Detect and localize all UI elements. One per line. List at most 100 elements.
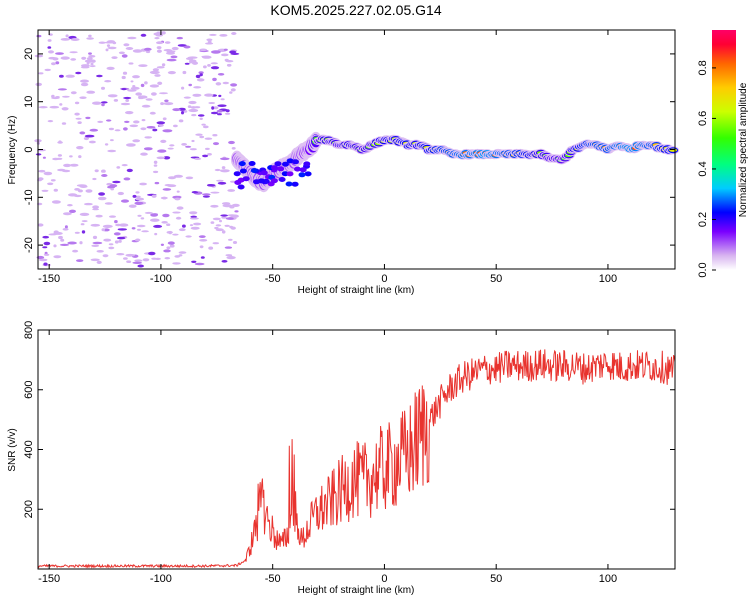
noise-speckle: [217, 113, 222, 116]
noise-speckle: [47, 39, 52, 42]
x-tick-label: -150: [38, 573, 60, 585]
noise-speckle: [47, 120, 54, 123]
noise-speckle: [112, 41, 117, 45]
noise-speckle: [160, 139, 167, 143]
noise-speckle: [141, 230, 150, 233]
noise-speckle: [215, 228, 224, 232]
noise-speckle: [137, 214, 142, 217]
noise-speckle: [68, 193, 78, 197]
noise-speckle: [129, 124, 139, 128]
noise-speckle: [210, 62, 218, 65]
ridge-blob: [239, 168, 247, 174]
noise-speckle: [83, 136, 89, 141]
noise-speckle: [156, 49, 162, 53]
noise-speckle: [216, 109, 223, 113]
noise-speckle: [154, 181, 160, 185]
noise-speckle: [41, 189, 49, 192]
snr-y-label: SNR (v/v): [7, 428, 18, 471]
noise-speckle: [231, 203, 240, 207]
ridge-blob: [282, 161, 289, 167]
noise-speckle: [186, 57, 194, 60]
noise-speckle: [220, 157, 230, 161]
noise-speckle: [34, 54, 44, 58]
ridge-blob: [291, 181, 299, 187]
y-tick-label: 400: [23, 440, 35, 458]
noise-speckle: [156, 31, 162, 34]
colorbar-gradient: [712, 30, 736, 270]
noise-speckle: [70, 38, 80, 41]
noise-speckle: [220, 214, 229, 217]
noise-speckle: [135, 238, 141, 242]
noise-speckle: [42, 156, 46, 159]
noise-speckle: [169, 244, 175, 248]
noise-speckle: [199, 245, 204, 249]
noise-speckle: [35, 153, 42, 156]
noise-speckle: [212, 242, 220, 245]
noise-speckle: [157, 149, 167, 153]
noise-speckle: [215, 224, 222, 227]
noise-speckle: [116, 166, 121, 169]
noise-speckle: [196, 78, 205, 82]
noise-speckle: [98, 192, 105, 196]
noise-speckle: [140, 152, 148, 156]
noise-speckle: [178, 228, 186, 232]
noise-speckle: [157, 81, 163, 86]
noise-speckle: [78, 155, 82, 159]
ridge-blob: [260, 170, 268, 176]
noise-speckle: [154, 74, 161, 77]
noise-speckle: [74, 101, 80, 105]
noise-speckle: [213, 142, 219, 146]
noise-speckle: [69, 155, 73, 158]
ridge-blob: [253, 179, 260, 185]
noise-speckle: [230, 83, 238, 87]
noise-speckle: [152, 68, 159, 72]
noise-speckle: [79, 96, 87, 99]
noise-speckle: [43, 262, 48, 266]
x-tick-label: 50: [490, 573, 502, 585]
noise-speckle: [137, 228, 141, 231]
noise-speckle: [98, 41, 106, 44]
noise-speckle: [173, 174, 183, 178]
noise-speckle: [103, 238, 112, 242]
ridge-blob: [294, 166, 301, 172]
noise-speckle: [231, 32, 237, 35]
noise-speckle: [60, 238, 65, 242]
noise-speckle: [62, 228, 69, 231]
y-tick-label: 10: [23, 96, 35, 108]
noise-speckle: [189, 148, 197, 151]
noise-speckle: [105, 48, 109, 52]
noise-speckle: [140, 33, 147, 37]
colorbar: 0.0 0.2 0.4 0.6 0.8 Normalized spectral ampl…: [697, 30, 749, 278]
noise-speckle: [163, 49, 173, 52]
y-tick-label: 200: [23, 500, 35, 518]
snr-frame: [37, 329, 676, 570]
noise-speckle: [108, 243, 114, 246]
noise-speckle: [48, 50, 54, 54]
noise-speckle: [160, 196, 168, 200]
noise-speckle: [173, 124, 178, 128]
noise-speckle: [101, 169, 106, 173]
ridge-blob: [292, 159, 299, 165]
noise-speckle: [217, 181, 227, 185]
ridge-blob: [270, 178, 278, 184]
x-tick-label: -50: [265, 273, 281, 285]
noise-speckle: [76, 259, 84, 262]
noise-speckle: [106, 44, 111, 47]
noise-speckle: [225, 109, 230, 113]
noise-speckle: [38, 258, 48, 262]
noise-speckle: [217, 104, 227, 107]
noise-speckle: [231, 147, 236, 150]
noise-speckle: [120, 102, 131, 106]
noise-speckle: [49, 105, 60, 109]
noise-speckle: [162, 188, 172, 191]
noise-speckle: [85, 116, 91, 120]
noise-speckle: [143, 147, 153, 151]
noise-speckle: [77, 121, 82, 124]
noise-speckle: [151, 194, 157, 198]
noise-speckle: [195, 74, 201, 79]
noise-speckle: [169, 144, 175, 147]
noise-speckle: [117, 228, 128, 231]
noise-speckle: [185, 145, 192, 148]
noise-speckle: [140, 83, 145, 88]
noise-speckle: [90, 62, 94, 66]
